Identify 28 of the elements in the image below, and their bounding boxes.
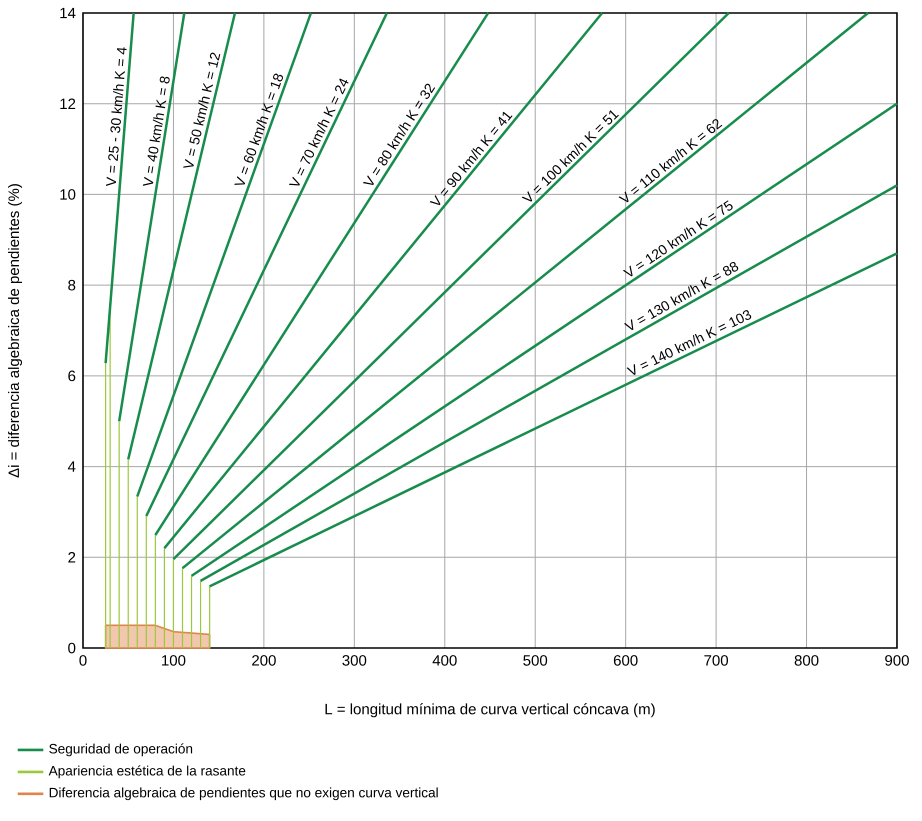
y-tick-label: 4 xyxy=(68,461,76,472)
x-tick-label: 700 xyxy=(704,655,728,666)
y-tick-label: 6 xyxy=(68,370,76,382)
y-tick-label: 14 xyxy=(60,8,76,18)
annotation: V = 70 km/h K = 24 xyxy=(288,78,349,186)
y-tick-label: 12 xyxy=(60,98,76,109)
y-tick-label: 8 xyxy=(68,280,76,290)
legend-label: Apariencia estética de la rasante xyxy=(48,765,246,778)
y-tick-label: 2 xyxy=(68,552,76,563)
annotation: V = 40 km/h K = 8 xyxy=(142,76,170,186)
annotation: V = 50 km/h K = 12 xyxy=(183,52,220,168)
annotation: V = 25 - 30 km/h K = 4 xyxy=(106,47,127,186)
legend-label: Diferencia algebraica de pendientes que no exigen curva vertical xyxy=(50,787,438,800)
x-tick-label: 400 xyxy=(432,655,457,666)
x-tick-label: 300 xyxy=(342,655,366,666)
x-tick-label: 800 xyxy=(794,655,818,666)
legend-label: Seguridad de operación xyxy=(49,743,192,756)
x-axis-title: L = longitud mínima de curva vertical cóncava (m) xyxy=(326,703,655,718)
x-tick-label: 100 xyxy=(162,655,186,666)
x-tick-label: 0 xyxy=(79,655,87,666)
y-axis-title: Δi = diferencia algebraica de pendientes (%) xyxy=(8,184,22,478)
y-tick-label: 10 xyxy=(60,189,76,200)
x-tick-label: 900 xyxy=(885,655,909,666)
x-tick-label: 600 xyxy=(614,655,638,666)
y-tick-label: 0 xyxy=(68,642,76,654)
x-tick-label: 500 xyxy=(523,655,548,666)
x-tick-label: 200 xyxy=(252,655,276,666)
annotation: V = 60 km/h K = 18 xyxy=(234,74,283,185)
